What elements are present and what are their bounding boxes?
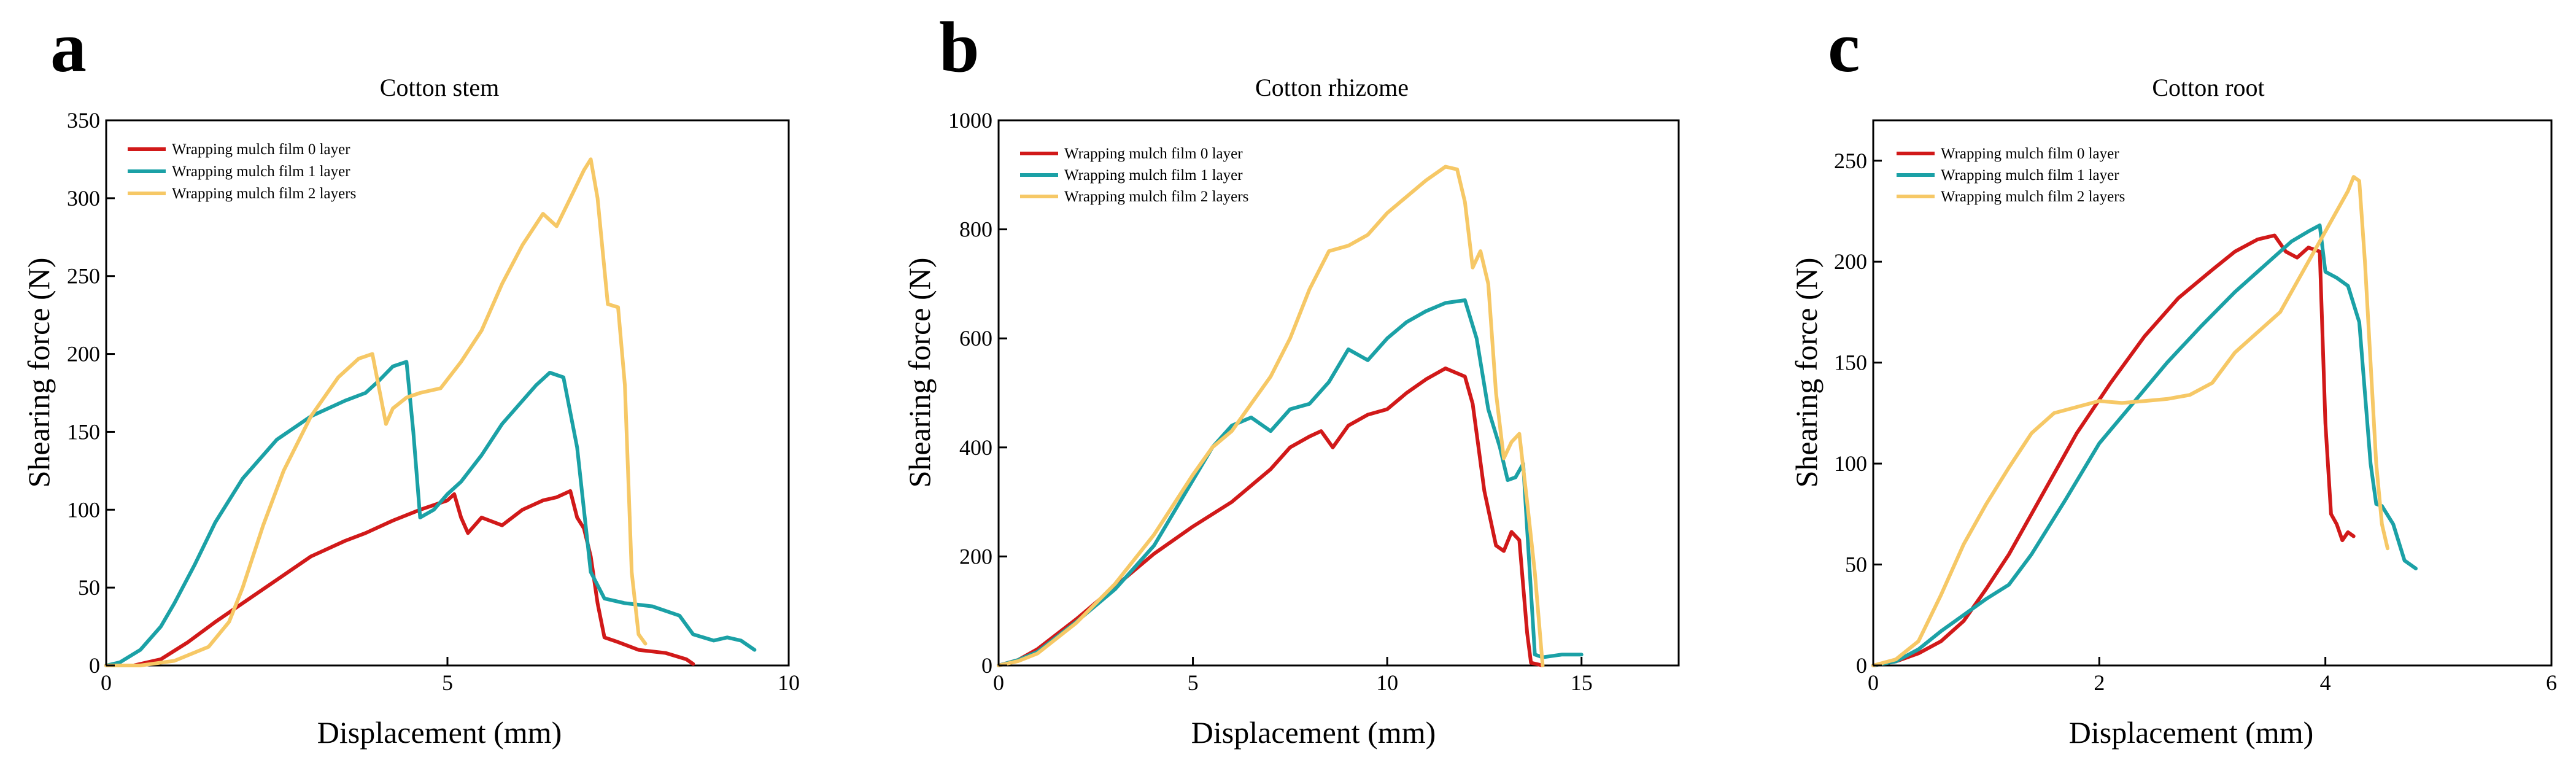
series-layer-stem: [104, 157, 757, 667]
x-tick-label: 5: [1188, 670, 1199, 695]
x-tick-label: 2: [2094, 670, 2105, 695]
y-tick-label: 1000: [948, 108, 992, 133]
y-tick-label: 150: [67, 419, 100, 444]
y-axis-label-stem: Shearing force (N): [21, 258, 56, 488]
plot-frame-rhizome: [997, 119, 1680, 667]
panel-letter-b: b: [939, 7, 980, 87]
y-tick-label: 600: [959, 326, 992, 351]
series-line-stem-layer0: [104, 489, 695, 667]
series-layer-rhizome: [997, 165, 1584, 667]
panel-c: c Cotton root Displacement (mm) Shearing…: [1789, 7, 2557, 750]
legend-label-layer0: Wrapping mulch film 0 layer: [1941, 145, 2119, 162]
x-axis-label-rhizome: Displacement (mm): [1191, 715, 1436, 750]
legend-label-layer2: Wrapping mulch film 2 layers: [1941, 188, 2125, 205]
series-line-root-layer1: [1871, 223, 2418, 667]
legend-label-layer2: Wrapping mulch film 2 layers: [1064, 188, 1248, 205]
legend-label-layer0: Wrapping mulch film 0 layer: [1064, 145, 1243, 162]
series-line-rhizome-layer2: [997, 165, 1545, 667]
y-axis-label-rhizome: Shearing force (N): [902, 258, 937, 488]
y-tick-label: 0: [1856, 653, 1867, 678]
y-tick-label: 150: [1834, 351, 1867, 375]
series-line-stem-layer1: [104, 360, 757, 667]
series-line-root-layer2: [1871, 175, 2389, 667]
y-tick-label: 200: [67, 342, 100, 367]
y-tick-label: 0: [89, 653, 100, 678]
y-tick-label: 0: [981, 653, 992, 678]
x-tick-label: 0: [1868, 670, 1879, 695]
chart-title-root: Cotton root: [2152, 74, 2264, 101]
legend-label-layer0: Wrapping mulch film 0 layer: [172, 141, 350, 158]
y-tick-label: 800: [959, 217, 992, 242]
chart-title-rhizome: Cotton rhizome: [1255, 74, 1409, 101]
chart-title-stem: Cotton stem: [380, 74, 499, 101]
y-tick-label: 400: [959, 435, 992, 460]
tick-layer-rhizome: 0 5 10 15 0 200 400 600 800 1000: [948, 108, 1593, 695]
y-tick-label: 250: [67, 264, 100, 289]
y-tick-label: 100: [67, 497, 100, 522]
y-tick-label: 200: [959, 544, 992, 568]
x-axis-label-stem: Displacement (mm): [317, 715, 562, 750]
plot-frame-root: [1872, 119, 2553, 667]
x-tick-label: 10: [1376, 670, 1398, 695]
panel-a: a Cotton stem Displacement (mm) Shearing…: [21, 7, 800, 750]
y-tick-label: 350: [67, 108, 100, 133]
series-line-root-layer0: [1871, 233, 2356, 667]
y-tick-label: 250: [1834, 149, 1867, 173]
y-axis-label-root: Shearing force (N): [1789, 258, 1824, 488]
x-tick-label: 4: [2320, 670, 2331, 695]
legend-label-layer1: Wrapping mulch film 1 layer: [1064, 167, 1243, 184]
legend-label-layer1: Wrapping mulch film 1 layer: [1941, 167, 2119, 184]
y-tick-label: 50: [1845, 553, 1867, 577]
series-line-stem-layer2: [104, 157, 648, 667]
legend-label-layer2: Wrapping mulch film 2 layers: [172, 185, 356, 202]
x-axis-label-root: Displacement (mm): [2069, 715, 2314, 750]
y-tick-label: 50: [78, 575, 100, 600]
legend-stem: Wrapping mulch film 0 layer Wrapping mul…: [128, 141, 356, 202]
legend-rhizome: Wrapping mulch film 0 layer Wrapping mul…: [1020, 145, 1248, 205]
legend-label-layer1: Wrapping mulch film 1 layer: [172, 163, 350, 180]
panel-b: b Cotton rhizome Displacement (mm) Shear…: [902, 7, 1680, 750]
x-tick-label: 15: [1571, 670, 1593, 695]
x-tick-label: 6: [2546, 670, 2557, 695]
panel-letter-c: c: [1828, 7, 1860, 87]
y-tick-label: 200: [1834, 249, 1867, 274]
x-tick-label: 0: [993, 670, 1004, 695]
x-tick-label: 10: [778, 670, 800, 695]
x-tick-label: 5: [442, 670, 453, 695]
series-layer-root: [1871, 175, 2418, 667]
tick-layer-root: 0 2 4 6 0 50 100 150 200 250: [1834, 149, 2557, 695]
panel-letter-a: a: [50, 7, 87, 87]
legend-root: Wrapping mulch film 0 layer Wrapping mul…: [1897, 145, 2125, 205]
y-tick-label: 300: [67, 186, 100, 211]
x-tick-label: 0: [101, 670, 112, 695]
plot-frame-stem: [105, 119, 790, 667]
y-tick-label: 100: [1834, 451, 1867, 476]
series-line-rhizome-layer0: [997, 367, 1545, 667]
